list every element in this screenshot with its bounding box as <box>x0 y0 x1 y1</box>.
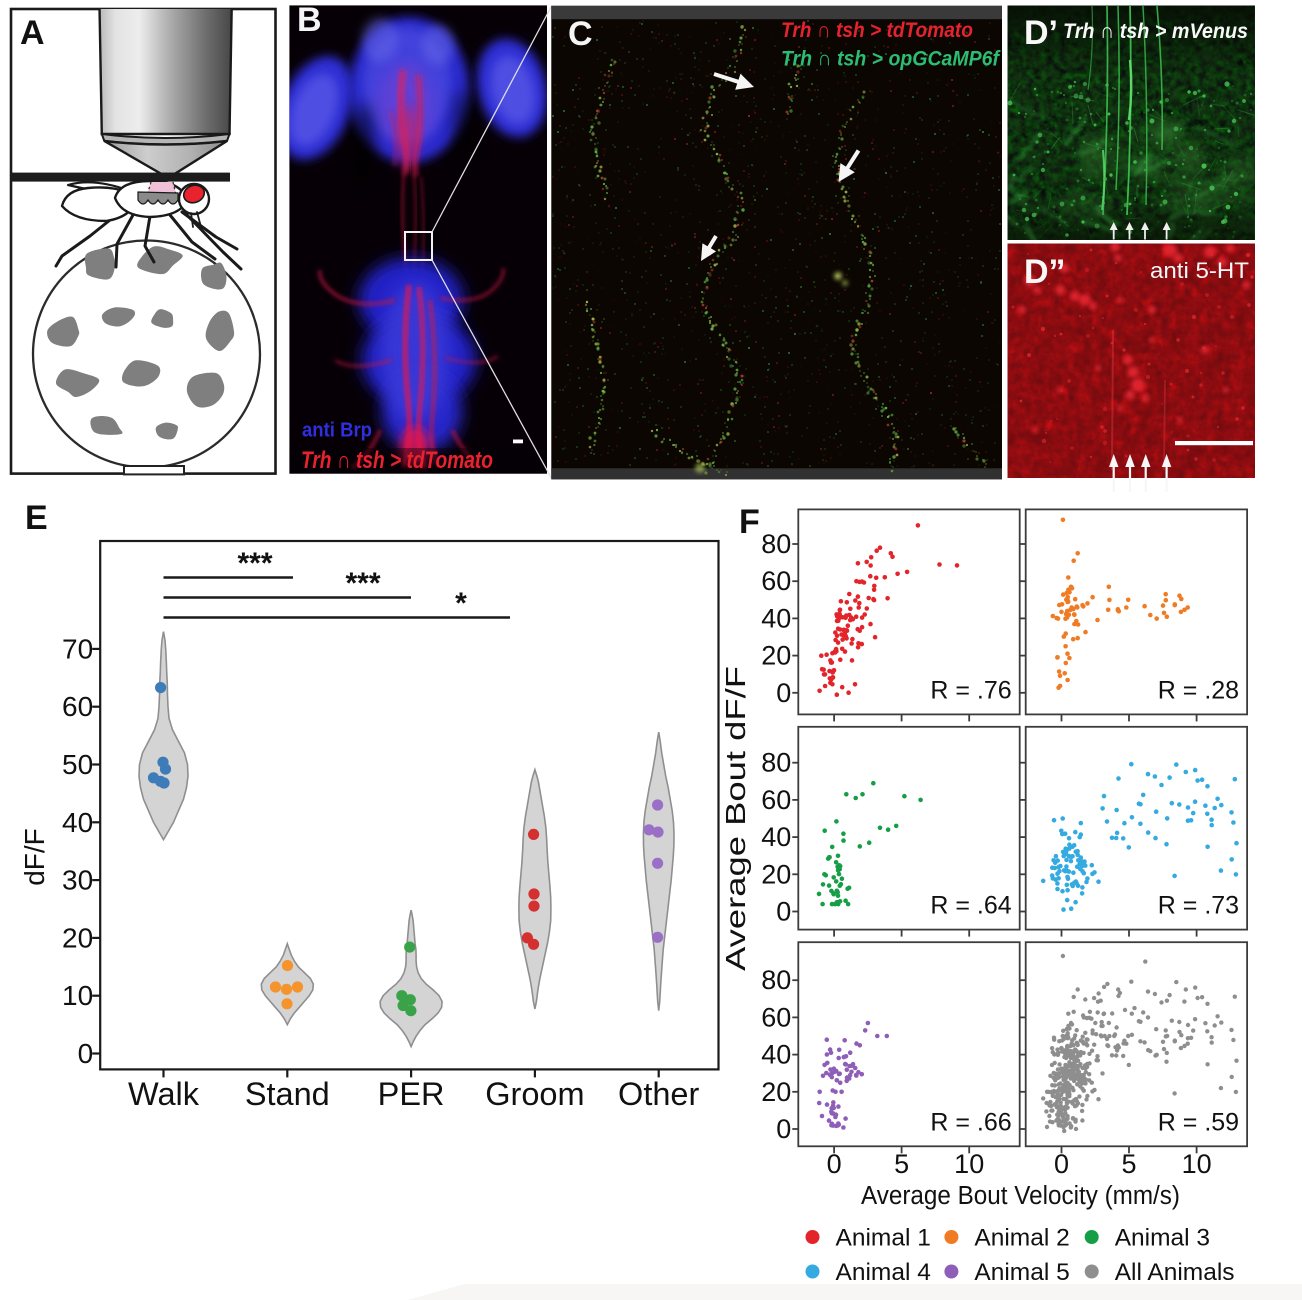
svg-text:30: 30 <box>62 865 93 896</box>
svg-text:All Animals: All Animals <box>1115 1259 1235 1286</box>
svg-text:*: * <box>455 587 467 620</box>
svg-text:R = .28: R = .28 <box>1158 676 1239 704</box>
svg-text:Average Bout dF/F: Average Bout dF/F <box>720 666 751 971</box>
svg-text:20: 20 <box>761 1077 791 1107</box>
svg-text:B: B <box>297 1 322 39</box>
svg-text:R = .59: R = .59 <box>1158 1108 1239 1136</box>
svg-text:0: 0 <box>776 678 791 708</box>
svg-text:Trh ∩ tsh > tdTomato: Trh ∩ tsh > tdTomato <box>301 447 493 474</box>
svg-text:80: 80 <box>761 965 791 995</box>
svg-text:D’: D’ <box>1024 14 1058 52</box>
svg-text:5: 5 <box>1121 1149 1136 1179</box>
svg-text:80: 80 <box>761 529 791 559</box>
svg-text:60: 60 <box>761 785 791 815</box>
svg-text:40: 40 <box>761 822 791 852</box>
svg-text:Animal 4: Animal 4 <box>836 1259 931 1286</box>
svg-text:C: C <box>568 15 593 53</box>
svg-text:anti Brp: anti Brp <box>302 420 372 442</box>
svg-text:Trh ∩ tsh > tdTomato: Trh ∩ tsh > tdTomato <box>781 18 973 42</box>
svg-text:PER: PER <box>378 1076 445 1112</box>
svg-text:60: 60 <box>62 691 93 722</box>
svg-text:10: 10 <box>954 1149 984 1179</box>
svg-text:R = .66: R = .66 <box>930 1108 1011 1136</box>
svg-text:Animal 1: Animal 1 <box>836 1225 931 1252</box>
svg-text:80: 80 <box>761 748 791 778</box>
svg-text:20: 20 <box>761 641 791 671</box>
svg-text:70: 70 <box>62 633 93 664</box>
svg-text:60: 60 <box>761 566 791 596</box>
svg-text:R = .64: R = .64 <box>930 892 1011 920</box>
svg-text:Animal 3: Animal 3 <box>1115 1225 1210 1252</box>
svg-text:0: 0 <box>1054 1149 1069 1179</box>
svg-text:10: 10 <box>1182 1149 1212 1179</box>
svg-text:Trh ∩ tsh > opGCaMP6f: Trh ∩ tsh > opGCaMP6f <box>781 47 1001 71</box>
svg-text:Animal 2: Animal 2 <box>974 1225 1069 1252</box>
svg-text:5: 5 <box>894 1149 909 1179</box>
svg-text:Other: Other <box>618 1076 699 1112</box>
svg-text:20: 20 <box>761 859 791 889</box>
svg-text:10: 10 <box>62 980 93 1011</box>
svg-text:Average Bout Velocity (mm/s): Average Bout Velocity (mm/s) <box>861 1182 1180 1210</box>
svg-text:0: 0 <box>776 897 791 927</box>
svg-text:Walk: Walk <box>128 1076 200 1112</box>
svg-text:A: A <box>20 14 45 52</box>
svg-text:0: 0 <box>827 1149 842 1179</box>
svg-text:Trh ∩ tsh > mVenus: Trh ∩ tsh > mVenus <box>1063 19 1248 43</box>
svg-text:40: 40 <box>761 603 791 633</box>
svg-text:Animal 5: Animal 5 <box>974 1259 1069 1286</box>
svg-text:D”: D” <box>1024 253 1066 291</box>
svg-text:0: 0 <box>776 1114 791 1144</box>
svg-text:R = .76: R = .76 <box>930 676 1011 704</box>
svg-text:Stand: Stand <box>245 1076 330 1112</box>
svg-text:E: E <box>25 499 48 537</box>
svg-text:***: *** <box>345 567 380 600</box>
svg-text:0: 0 <box>78 1038 94 1069</box>
svg-text:20: 20 <box>62 922 93 953</box>
svg-text:60: 60 <box>761 1002 791 1032</box>
svg-text:50: 50 <box>62 749 93 780</box>
svg-text:40: 40 <box>761 1040 791 1070</box>
svg-text:R = .73: R = .73 <box>1158 892 1239 920</box>
svg-text:Groom: Groom <box>485 1076 584 1112</box>
svg-text:anti 5-HT: anti 5-HT <box>1150 258 1249 283</box>
svg-text:F: F <box>739 503 760 541</box>
svg-text:***: *** <box>237 547 272 580</box>
svg-text:40: 40 <box>62 807 93 838</box>
svg-text:dF/F: dF/F <box>19 828 50 886</box>
